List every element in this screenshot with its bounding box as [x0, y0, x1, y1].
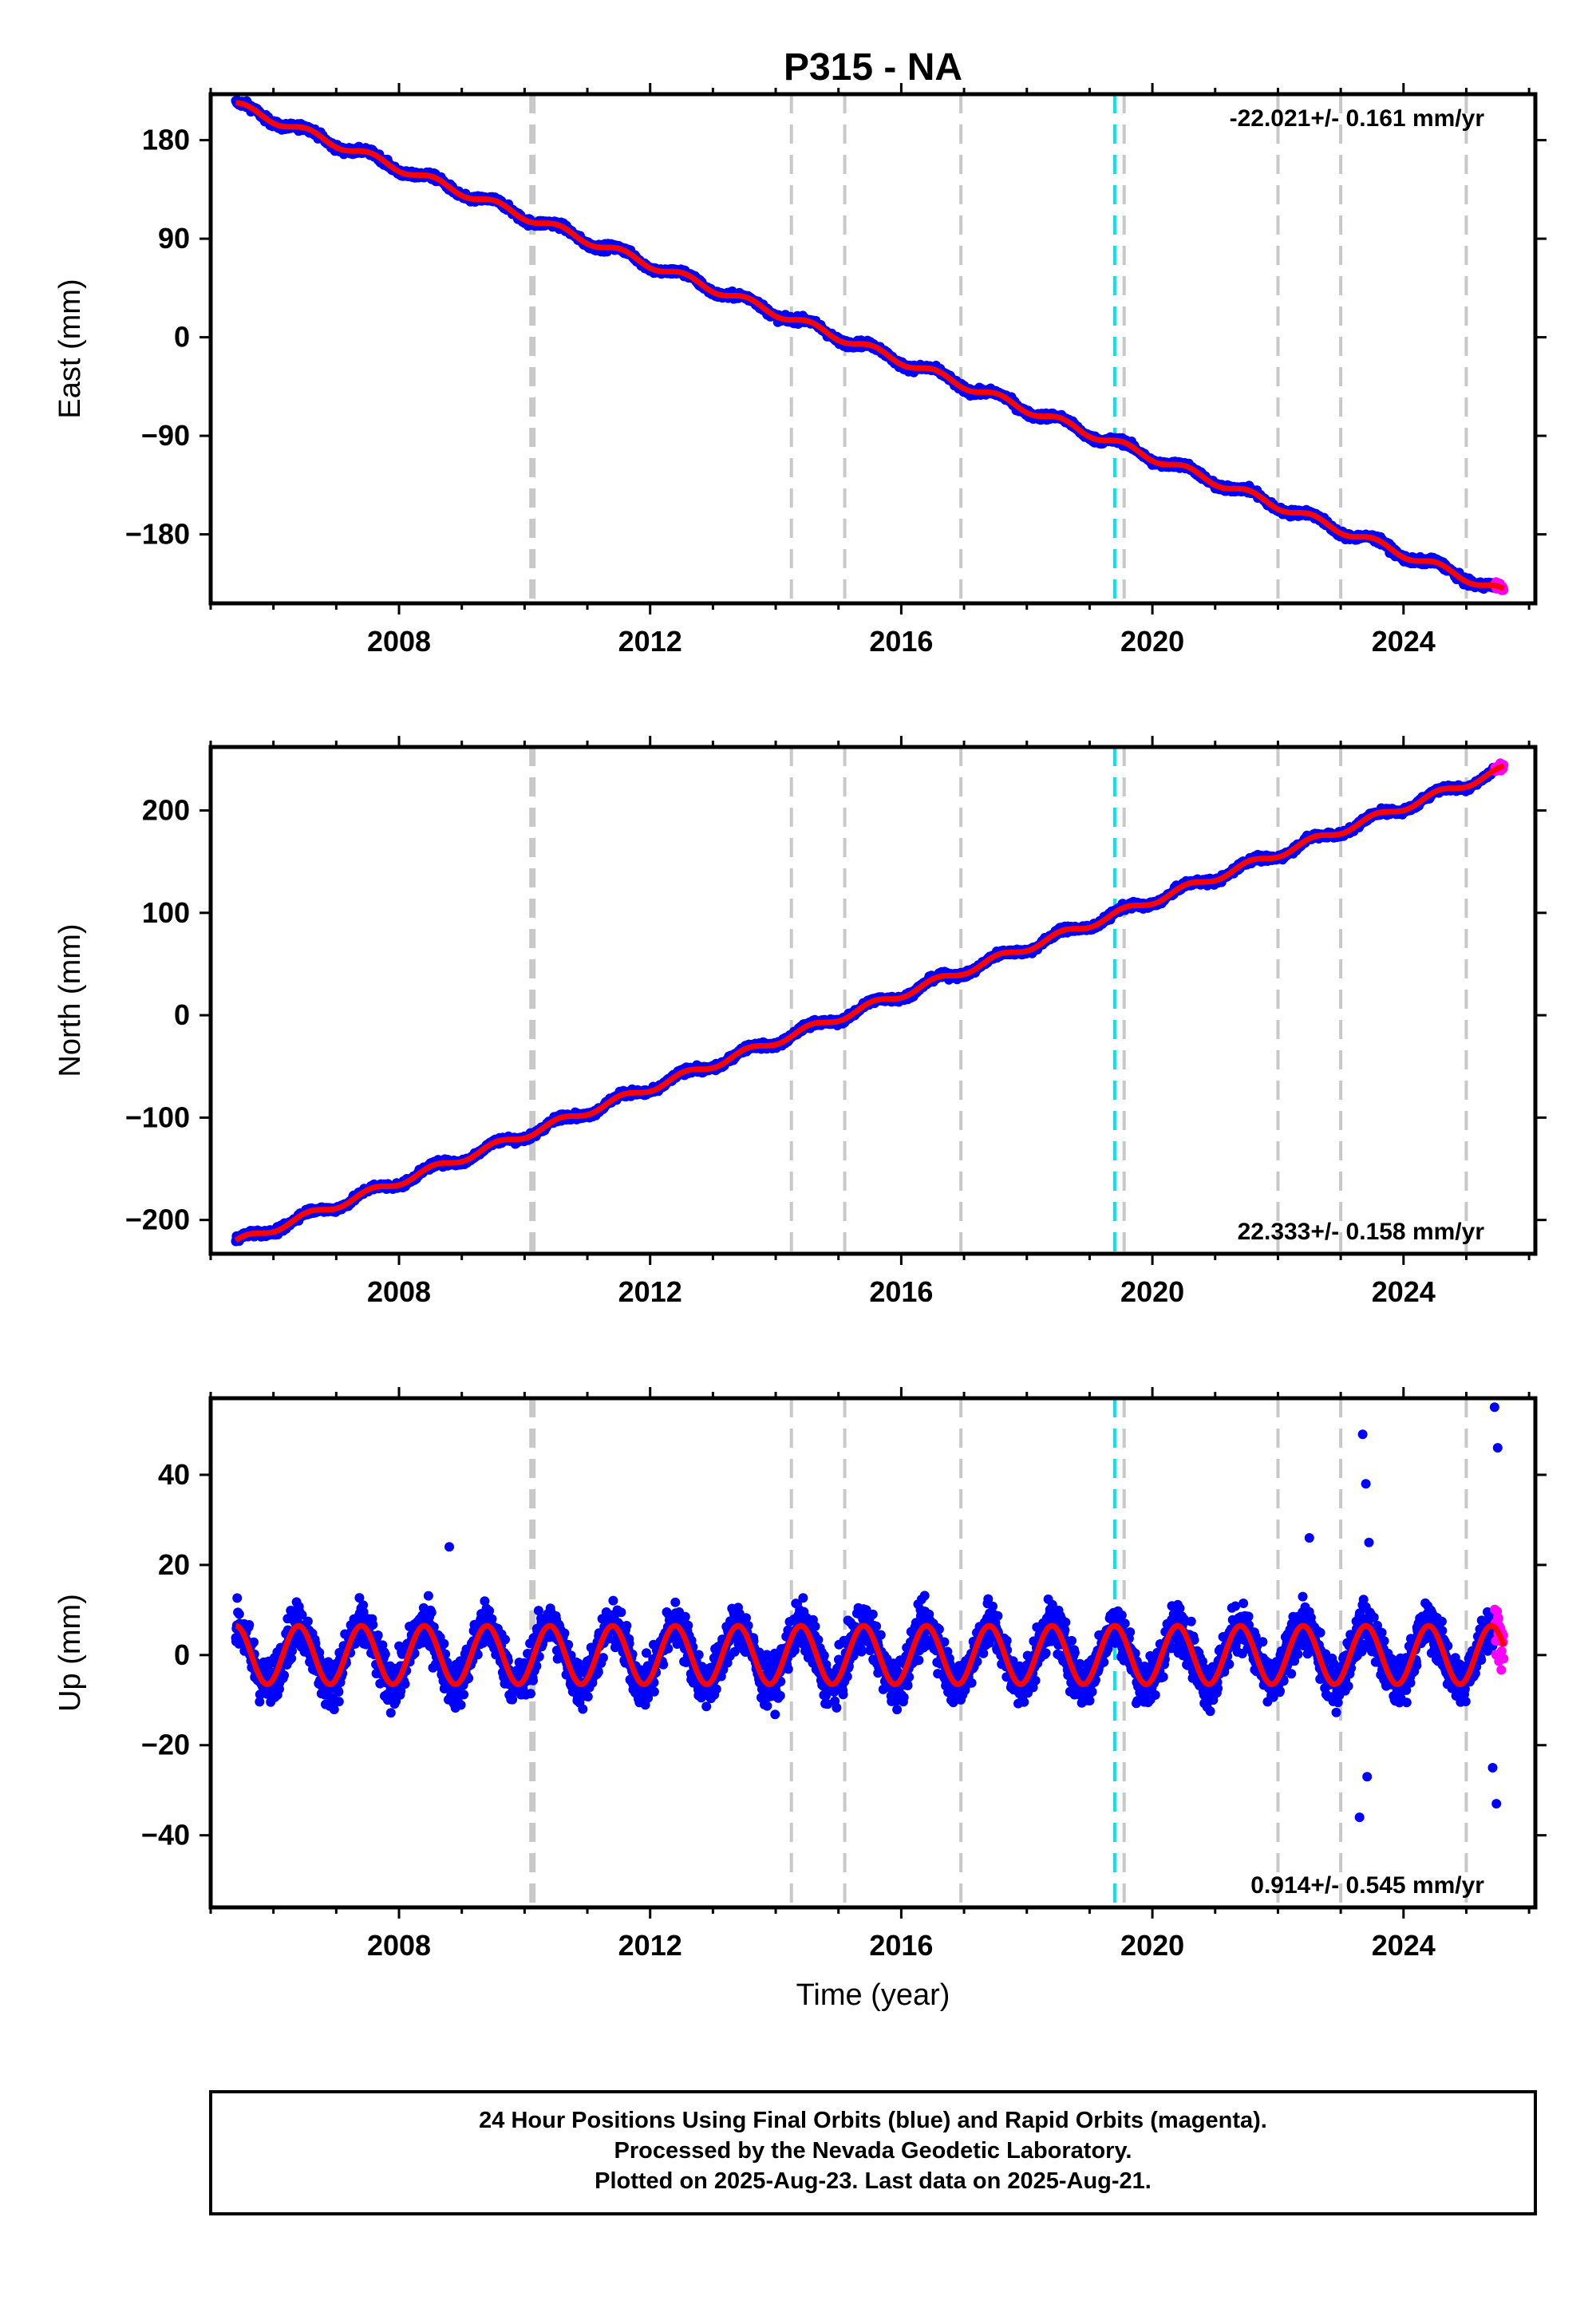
y-tick-label: 90	[158, 222, 190, 255]
y-tick-label: 180	[142, 124, 190, 156]
x-tick-label: 2012	[618, 625, 682, 658]
model-curve	[235, 100, 1506, 591]
y-tick-label: −180	[125, 518, 190, 551]
rate-label: -22.021+/- 0.161 mm/yr	[1230, 105, 1485, 132]
north-panel: 2008 2012 2016 2020 20242001000−100−200North…	[53, 736, 1547, 1308]
y-axis-title: East (mm)	[53, 279, 87, 418]
east-panel: 2008 2012 2016 2020 2024 180 90 0 −90 −180 East (m…	[53, 83, 1547, 658]
x-tick-label: 2008	[367, 625, 431, 658]
chart-title: P315 - NA	[784, 46, 962, 89]
plot-area	[231, 94, 1509, 603]
y-tick-label: 0	[174, 321, 190, 354]
x-tick-label: 2024	[1372, 625, 1436, 658]
plot-area	[231, 747, 1509, 1254]
y-tick-label: −90	[141, 419, 190, 452]
x-tick-label: 2020	[1120, 625, 1184, 658]
x-tick-label: 2016	[869, 625, 933, 658]
